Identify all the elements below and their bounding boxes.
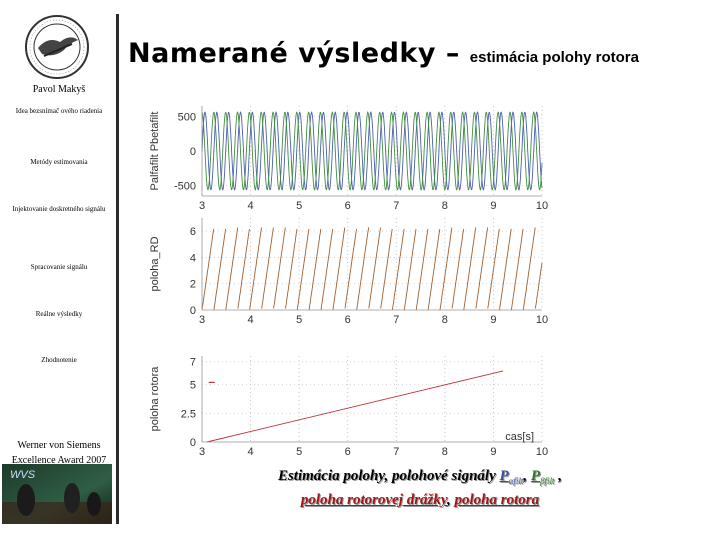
x-axis-label: cas[s] bbox=[505, 431, 534, 443]
caption-p-letter-2: P bbox=[530, 468, 541, 484]
x-tick-label: 5 bbox=[296, 446, 302, 458]
caption-p-alpha: Pαfilt bbox=[499, 468, 524, 486]
caption-comma: , bbox=[523, 468, 531, 484]
x-tick-label: 3 bbox=[199, 446, 205, 458]
page-title: Namerané výsledky – estimácia polohy rot… bbox=[128, 38, 639, 69]
y-tick-label: 2 bbox=[190, 279, 196, 291]
award-line-1: Werner von Siemens bbox=[17, 440, 101, 451]
caption-p-beta: Pβfilt bbox=[530, 468, 555, 486]
award-photo: WVS bbox=[2, 464, 112, 524]
sidebar-divider bbox=[116, 14, 119, 524]
caption-slot-position: poloha rotorovej drážky bbox=[300, 492, 447, 508]
x-tick-label: 4 bbox=[248, 314, 254, 326]
x-tick-label: 9 bbox=[490, 446, 496, 458]
y-tick-label: 5 bbox=[190, 380, 196, 392]
nav-item-conclusion[interactable]: Zhodnotenie bbox=[41, 356, 77, 364]
y-axis-label: poloha_RD bbox=[149, 236, 161, 291]
x-tick-label: 6 bbox=[345, 446, 351, 458]
sidebar: Pavol Makyš Idea bezsnímač ového riadeni… bbox=[0, 0, 118, 540]
x-tick-label: 8 bbox=[442, 314, 448, 326]
x-tick-label: 7 bbox=[393, 314, 399, 326]
y-tick-label: 0 bbox=[190, 305, 196, 317]
caption-rotor-position: poloha rotora bbox=[454, 492, 540, 508]
y-axis-label: Palfafilt Pbetafilt bbox=[149, 112, 161, 191]
x-tick-label: 5 bbox=[296, 200, 302, 212]
nav-item-methods[interactable]: Metódy estimovania bbox=[30, 158, 88, 166]
y-tick-label: 7 bbox=[190, 357, 196, 369]
series-line bbox=[206, 370, 504, 443]
nav-item-processing[interactable]: Spracovanie signálu bbox=[30, 263, 88, 271]
x-tick-label: 3 bbox=[199, 200, 205, 212]
y-tick-label: 500 bbox=[178, 111, 196, 123]
y-tick-label: 6 bbox=[190, 226, 196, 238]
x-tick-label: 10 bbox=[536, 314, 548, 326]
x-tick-label: 6 bbox=[345, 314, 351, 326]
caption-p-letter: P bbox=[499, 468, 509, 484]
title-sub: estimácia polohy rotora bbox=[469, 49, 639, 66]
photo-label: WVS bbox=[10, 469, 36, 481]
caption-text-1b: , bbox=[554, 468, 563, 484]
x-tick-label: 7 bbox=[393, 446, 399, 458]
x-tick-label: 9 bbox=[490, 200, 496, 212]
x-tick-label: 5 bbox=[296, 314, 302, 326]
x-tick-label: 8 bbox=[442, 446, 448, 458]
y-axis-label: poloha rotora bbox=[149, 366, 161, 432]
x-tick-label: 9 bbox=[490, 314, 496, 326]
caption-beta-sub: βfilt bbox=[540, 476, 555, 486]
y-tick-label: -500 bbox=[174, 181, 196, 193]
nav-item-idea[interactable]: Idea bezsnímač ového riadenia bbox=[15, 107, 103, 115]
x-tick-label: 4 bbox=[248, 446, 254, 458]
series-line bbox=[201, 111, 543, 191]
caption-separator: , bbox=[447, 492, 455, 508]
title-main: Namerané výsledky – bbox=[128, 38, 470, 69]
y-tick-label: 4 bbox=[190, 252, 196, 264]
caption-line-2: poloha rotorovej drážky, poloha rotora bbox=[140, 492, 700, 509]
university-logo bbox=[25, 15, 89, 79]
x-tick-label: 10 bbox=[536, 200, 548, 212]
series-line bbox=[201, 111, 543, 191]
y-tick-label: 2.5 bbox=[181, 408, 196, 420]
x-tick-label: 7 bbox=[393, 200, 399, 212]
author-name: Pavol Makyš bbox=[32, 84, 86, 95]
award-line-2: Excellence Award 2007 bbox=[11, 455, 107, 466]
nav-item-injection[interactable]: Injektovanie doskretného signálu bbox=[12, 205, 106, 213]
x-tick-label: 6 bbox=[345, 200, 351, 212]
y-tick-label: 0 bbox=[190, 437, 196, 449]
x-tick-label: 10 bbox=[536, 446, 548, 458]
caption-text-1: Estimácia polohy, polohové signály bbox=[277, 468, 500, 484]
caption-alpha-sub: αfilt bbox=[508, 476, 524, 486]
y-tick-label: 0 bbox=[190, 146, 196, 158]
x-tick-label: 3 bbox=[199, 314, 205, 326]
series-line bbox=[201, 227, 543, 311]
caption-line-1: Estimácia polohy, polohové signály Pαfil… bbox=[140, 468, 700, 486]
x-tick-label: 8 bbox=[442, 200, 448, 212]
x-tick-label: 4 bbox=[248, 200, 254, 212]
nav-item-results[interactable]: Reálne výsledky bbox=[35, 310, 83, 318]
